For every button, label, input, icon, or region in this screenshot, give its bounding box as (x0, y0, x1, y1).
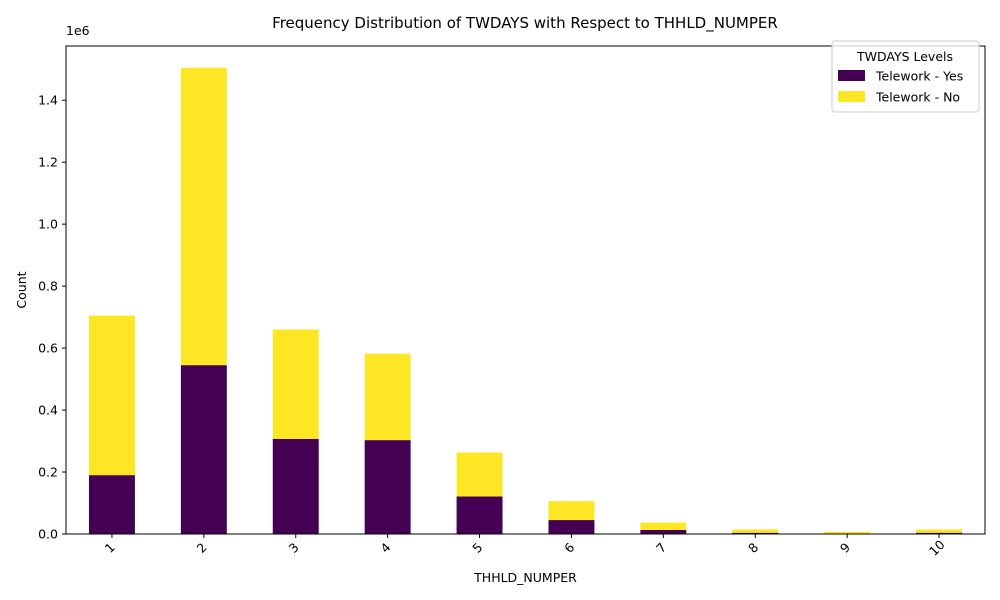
legend-label-telework-yes: Telework - Yes (875, 69, 963, 84)
bar-telework-no-4 (364, 353, 411, 441)
legend-swatch-telework-yes (838, 70, 865, 81)
y-tick-label: 0.0 (38, 527, 58, 542)
bar-telework-no-9 (824, 531, 871, 534)
y-tick-label: 0.4 (38, 403, 58, 418)
bar-telework-yes-1 (88, 475, 135, 534)
bar-telework-yes-6 (548, 520, 595, 534)
bar-telework-no-10 (916, 529, 963, 533)
x-tick-label: 6 (561, 540, 577, 556)
x-tick-label: 8 (745, 540, 761, 556)
x-tick-label: 1 (102, 540, 118, 556)
bar-telework-yes-2 (180, 365, 227, 534)
legend-label-telework-no: Telework - No (875, 90, 960, 105)
bar-telework-no-7 (640, 522, 687, 530)
y-tick-label: 1.4 (38, 93, 58, 108)
bar-telework-no-8 (732, 529, 779, 533)
y-scale-label: 1e6 (66, 23, 90, 38)
y-tick-label: 0.6 (38, 341, 58, 356)
bar-telework-yes-3 (272, 438, 319, 534)
legend-title: TWDAYS Levels (856, 49, 953, 64)
x-tick-label: 2 (194, 540, 210, 556)
bars-layer (88, 67, 963, 534)
x-tick-label: 7 (653, 540, 669, 556)
bar-telework-yes-5 (456, 496, 503, 534)
y-axis-label: Count (14, 271, 29, 308)
y-tick-label: 1.2 (38, 155, 58, 170)
bar-telework-no-1 (88, 315, 135, 476)
x-tick-label: 5 (469, 540, 485, 556)
x-tick-label: 3 (285, 540, 301, 556)
plot-area-frame (65, 45, 986, 535)
bar-telework-yes-10 (916, 532, 963, 534)
y-tick-label: 0.8 (38, 279, 58, 294)
x-tick-label: 9 (837, 540, 853, 556)
bar-telework-yes-7 (640, 529, 687, 534)
bar-telework-yes-4 (364, 440, 411, 534)
legend-swatch-telework-no (838, 91, 865, 102)
bar-telework-no-3 (272, 329, 319, 439)
chart-title: Frequency Distribution of TWDAYS with Re… (272, 14, 778, 33)
bar-telework-yes-8 (732, 532, 779, 534)
x-axis-label: THHLD_NUMPER (473, 570, 577, 585)
x-axis: 1 2 3 4 5 6 7 8 9 10 (102, 534, 948, 559)
legend: TWDAYS Levels Telework - Yes Telework - N… (831, 40, 980, 113)
y-tick-label: 1.0 (38, 217, 58, 232)
bar-telework-no-2 (180, 67, 227, 366)
y-tick-label: 0.2 (38, 465, 58, 480)
bar-telework-no-6 (548, 501, 595, 521)
bar-telework-no-5 (456, 452, 503, 497)
x-tick-label: 10 (926, 537, 948, 559)
x-tick-label: 4 (377, 540, 393, 556)
legend-box (831, 40, 980, 113)
y-axis: 0.0 0.2 0.4 0.6 0.8 1.0 1.2 1.4 (38, 93, 66, 542)
